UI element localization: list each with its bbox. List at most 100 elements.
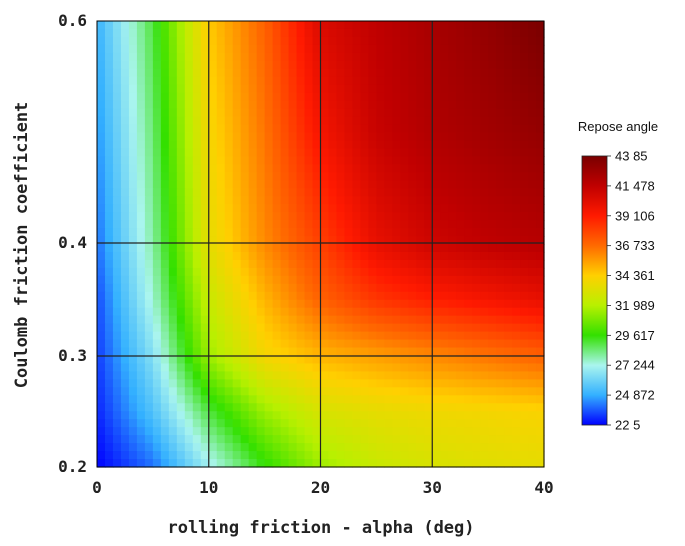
heatmap-cell (176, 459, 186, 468)
heatmap-cell (97, 116, 106, 126)
heatmap-cell (128, 307, 138, 317)
heatmap-cell (97, 315, 106, 325)
heatmap-cell (440, 395, 449, 404)
heatmap-cell (376, 283, 385, 293)
heatmap-cell (488, 52, 497, 62)
heatmap-cell (360, 84, 369, 94)
heatmap-cell (536, 395, 545, 404)
heatmap-cell (384, 228, 393, 237)
heatmap-cell (424, 323, 433, 333)
heatmap-cell (528, 68, 537, 78)
heatmap-cell (184, 236, 194, 245)
heatmap-cell (464, 451, 473, 460)
heatmap-cell (472, 267, 481, 277)
heatmap-cell (408, 267, 417, 277)
heatmap-cell (400, 21, 409, 30)
heatmap-cell (368, 68, 377, 78)
heatmap-cell (216, 172, 226, 181)
heatmap-cell (408, 339, 417, 349)
x-tick-label: 40 (534, 478, 553, 497)
heatmap-cell (304, 92, 314, 102)
heatmap-cell (360, 459, 369, 468)
heatmap-cell (232, 259, 242, 269)
heatmap-cell (384, 411, 393, 420)
heatmap-cell (168, 180, 178, 189)
heatmap-cell (296, 251, 306, 261)
heatmap-cell (432, 148, 441, 157)
heatmap-cell (152, 84, 162, 94)
heatmap-cell (392, 363, 401, 373)
heatmap-cell (448, 443, 457, 452)
heatmap-cell (336, 164, 346, 173)
heatmap-cell (400, 220, 409, 229)
heatmap-cell (264, 172, 274, 181)
heatmap-cell (456, 196, 465, 205)
heatmap-cell (144, 21, 154, 30)
heatmap-cell (232, 283, 242, 293)
heatmap-cell (480, 244, 489, 253)
heatmap-cell (392, 172, 401, 181)
heatmap-cell (344, 339, 354, 349)
heatmap-cell (328, 283, 338, 293)
heatmap-cell (168, 156, 178, 165)
heatmap-cell (288, 21, 298, 30)
heatmap-cell (304, 124, 314, 134)
heatmap-cell (512, 347, 521, 357)
heatmap-cell (504, 244, 513, 253)
heatmap-cell (224, 52, 234, 62)
heatmap-cell (160, 435, 170, 444)
heatmap-cell (208, 459, 218, 468)
heatmap-cell (368, 403, 377, 412)
heatmap-cell (352, 395, 362, 404)
heatmap-cell (384, 459, 393, 468)
heatmap-cell (416, 92, 425, 102)
heatmap-cell (392, 451, 401, 460)
heatmap-cell (128, 331, 138, 341)
heatmap-cell (97, 84, 106, 94)
heatmap-cell (168, 435, 178, 444)
heatmap-cell (344, 28, 354, 38)
heatmap-cell (328, 116, 338, 126)
heatmap-cell (432, 403, 441, 412)
heatmap-cell (472, 172, 481, 181)
heatmap-cell (432, 220, 441, 229)
heatmap-cell (448, 291, 457, 301)
heatmap-cell (216, 395, 226, 404)
heatmap-cell (232, 108, 242, 118)
heatmap-cell (176, 363, 186, 373)
heatmap-cell (512, 299, 521, 309)
heatmap-cell (328, 275, 338, 285)
heatmap-cell (408, 124, 417, 134)
heatmap-cell (97, 172, 106, 181)
heatmap-cell (424, 124, 433, 134)
heatmap-cell (520, 84, 529, 94)
heatmap-cell (328, 76, 338, 86)
heatmap-cell (112, 251, 122, 261)
heatmap-cell (480, 459, 489, 468)
heatmap-cell (200, 267, 210, 277)
heatmap-cell (272, 180, 282, 189)
heatmap-cell (208, 92, 218, 102)
heatmap-cell (360, 172, 369, 181)
heatmap-cell (248, 355, 258, 365)
heatmap-cell (152, 244, 162, 253)
heatmap-cell (432, 68, 441, 78)
heatmap-cell (480, 427, 489, 436)
heatmap-cell (152, 371, 162, 380)
heatmap-cell (176, 52, 186, 62)
heatmap-cell (160, 395, 170, 404)
heatmap-cell (248, 339, 258, 349)
heatmap-cell (264, 379, 274, 388)
heatmap-cell (232, 60, 242, 70)
heatmap-cell (248, 36, 258, 46)
heatmap-cell (152, 52, 162, 62)
heatmap-cell (264, 21, 274, 30)
heatmap-cell (272, 21, 282, 30)
heatmap-cell (264, 52, 274, 62)
heatmap-cell (432, 379, 441, 388)
heatmap-cell (488, 172, 497, 181)
heatmap-cell (168, 347, 178, 357)
heatmap-cell (400, 419, 409, 428)
heatmap-cell (184, 371, 194, 380)
heatmap-cell (240, 355, 250, 365)
